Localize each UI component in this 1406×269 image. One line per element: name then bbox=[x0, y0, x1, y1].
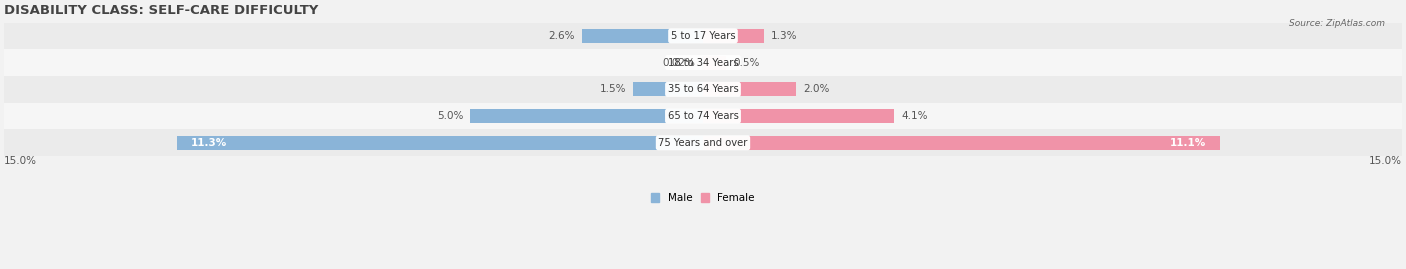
Text: 1.3%: 1.3% bbox=[770, 31, 797, 41]
Bar bbox=[582, 29, 703, 43]
Bar bbox=[703, 29, 763, 43]
Bar bbox=[4, 23, 1402, 49]
Text: 1.5%: 1.5% bbox=[599, 84, 626, 94]
Text: 18 to 34 Years: 18 to 34 Years bbox=[668, 58, 738, 68]
Text: 0.5%: 0.5% bbox=[734, 58, 759, 68]
Bar bbox=[633, 82, 703, 96]
Text: Source: ZipAtlas.com: Source: ZipAtlas.com bbox=[1289, 19, 1385, 28]
Text: 5 to 17 Years: 5 to 17 Years bbox=[671, 31, 735, 41]
Bar bbox=[4, 129, 1402, 156]
Text: DISABILITY CLASS: SELF-CARE DIFFICULTY: DISABILITY CLASS: SELF-CARE DIFFICULTY bbox=[4, 4, 319, 17]
Bar bbox=[4, 103, 1402, 129]
Bar bbox=[470, 109, 703, 123]
Text: 35 to 64 Years: 35 to 64 Years bbox=[668, 84, 738, 94]
Bar bbox=[703, 82, 796, 96]
Bar bbox=[703, 136, 1220, 150]
Text: 65 to 74 Years: 65 to 74 Years bbox=[668, 111, 738, 121]
Text: 11.3%: 11.3% bbox=[191, 138, 226, 148]
Text: 11.1%: 11.1% bbox=[1170, 138, 1206, 148]
Text: 75 Years and over: 75 Years and over bbox=[658, 138, 748, 148]
Bar bbox=[4, 76, 1402, 103]
Text: 4.1%: 4.1% bbox=[901, 111, 928, 121]
Text: 15.0%: 15.0% bbox=[4, 156, 37, 166]
Bar bbox=[703, 56, 727, 70]
Legend: Male, Female: Male, Female bbox=[647, 189, 759, 207]
Bar bbox=[703, 109, 894, 123]
Text: 15.0%: 15.0% bbox=[1369, 156, 1402, 166]
Text: 2.0%: 2.0% bbox=[803, 84, 830, 94]
Text: 5.0%: 5.0% bbox=[437, 111, 463, 121]
Text: 0.02%: 0.02% bbox=[662, 58, 695, 68]
Bar bbox=[177, 136, 703, 150]
Text: 2.6%: 2.6% bbox=[548, 31, 575, 41]
Bar bbox=[4, 49, 1402, 76]
